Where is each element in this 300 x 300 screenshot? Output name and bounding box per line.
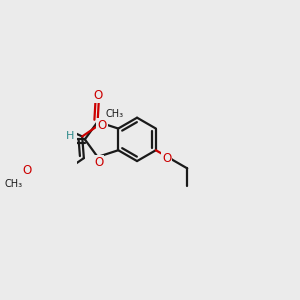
Text: O: O [98, 119, 107, 132]
Text: O: O [94, 156, 104, 169]
Text: O: O [162, 152, 171, 165]
Text: CH₃: CH₃ [4, 178, 22, 188]
Text: O: O [22, 164, 31, 177]
Text: H: H [66, 130, 74, 141]
Text: CH₃: CH₃ [106, 109, 124, 119]
Text: O: O [93, 89, 102, 102]
